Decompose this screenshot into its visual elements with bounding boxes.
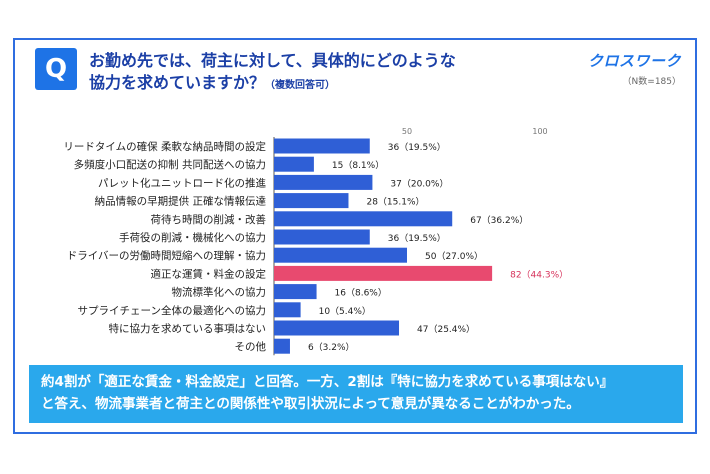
category-label: 荷待ち時間の削減・改善 (151, 213, 267, 226)
bar (274, 247, 407, 263)
category-label: 手荷役の削減・機械化への協力 (119, 231, 266, 244)
bar (274, 156, 314, 172)
summary-line-2: と答え、物流事業者と荷主との関係性や取引状況によって意見が異なることがわかった。 (41, 396, 580, 412)
bar (274, 338, 290, 354)
data-label: 82（44.3%） (510, 269, 568, 280)
category-label: パレット化ユニットロード化の推進 (98, 176, 266, 189)
summary-box: 約4割が「適正な賃金・料金設定」と回答。一方、2割は『特に協力を求めている事項は… (29, 365, 683, 423)
data-label: 47（25.4%） (417, 324, 475, 335)
summary-line-1: 約4割が「適正な賃金・料金設定」と回答。一方、2割は『特に協力を求めている事項は… (41, 374, 614, 390)
tick-label: 100 (532, 127, 547, 136)
bar (274, 211, 453, 227)
category-label: サプライチェーン全体の最適化への協力 (78, 304, 266, 317)
data-label: 37（20.0%） (390, 178, 448, 189)
question-line-1: お勤め先では、荷主に対して、具体的にどのような (89, 51, 456, 70)
question-line-2: 協力を求めていますか？ (89, 73, 266, 92)
data-label: 16（8.6%） (335, 288, 387, 299)
question-text: お勤め先では、荷主に対して、具体的にどのような 協力を求めていますか？（複数回答… (89, 50, 559, 97)
data-label: 10（5.4%） (319, 306, 371, 317)
bar (274, 284, 317, 300)
data-label: 15（8.1%） (332, 160, 384, 171)
bar (274, 193, 349, 209)
question-note: （複数回答可） (265, 80, 336, 91)
data-label: 28（15.1%） (366, 197, 424, 208)
bar (274, 320, 400, 336)
brand-logo: クロスワーク (587, 52, 681, 70)
category-label: ドライバーの労働時間短縮への理解・協力 (67, 249, 266, 262)
data-label: 36（19.5%） (388, 142, 446, 153)
bar (274, 229, 370, 245)
category-label: 特に協力を求めている事項はない (109, 322, 267, 335)
tick-label: 50 (402, 127, 412, 136)
survey-card: Q お勤め先では、荷主に対して、具体的にどのような 協力を求めていますか？（複数… (13, 38, 697, 434)
sample-size: （N数=185） (622, 77, 681, 87)
question-badge: Q (35, 48, 77, 90)
category-label: 納品情報の早期提供 正確な情報伝達 (95, 195, 267, 208)
bar-chart: 50 100 リードタイムの確保 柔軟な納品時間の設定 36（19.5%） 多頻度小口配… (63, 127, 568, 356)
bar-highlight (274, 265, 493, 281)
data-label: 50（27.0%） (425, 251, 483, 262)
data-label: 6（3.2%） (308, 342, 355, 353)
category-label: リードタイムの確保 柔軟な納品時間の設定 (63, 140, 266, 153)
bar (274, 174, 373, 190)
category-label: 物流標準化への協力 (172, 286, 267, 299)
data-label: 67（36.2%） (470, 215, 528, 226)
category-label: 適正な運賃・料金の設定 (151, 267, 267, 280)
bar (274, 302, 301, 318)
data-label: 36（19.5%） (388, 233, 446, 244)
category-label: その他 (235, 340, 267, 353)
bar (274, 138, 370, 154)
category-label: 多頻度小口配送の抑制 共同配送への協力 (74, 158, 266, 171)
